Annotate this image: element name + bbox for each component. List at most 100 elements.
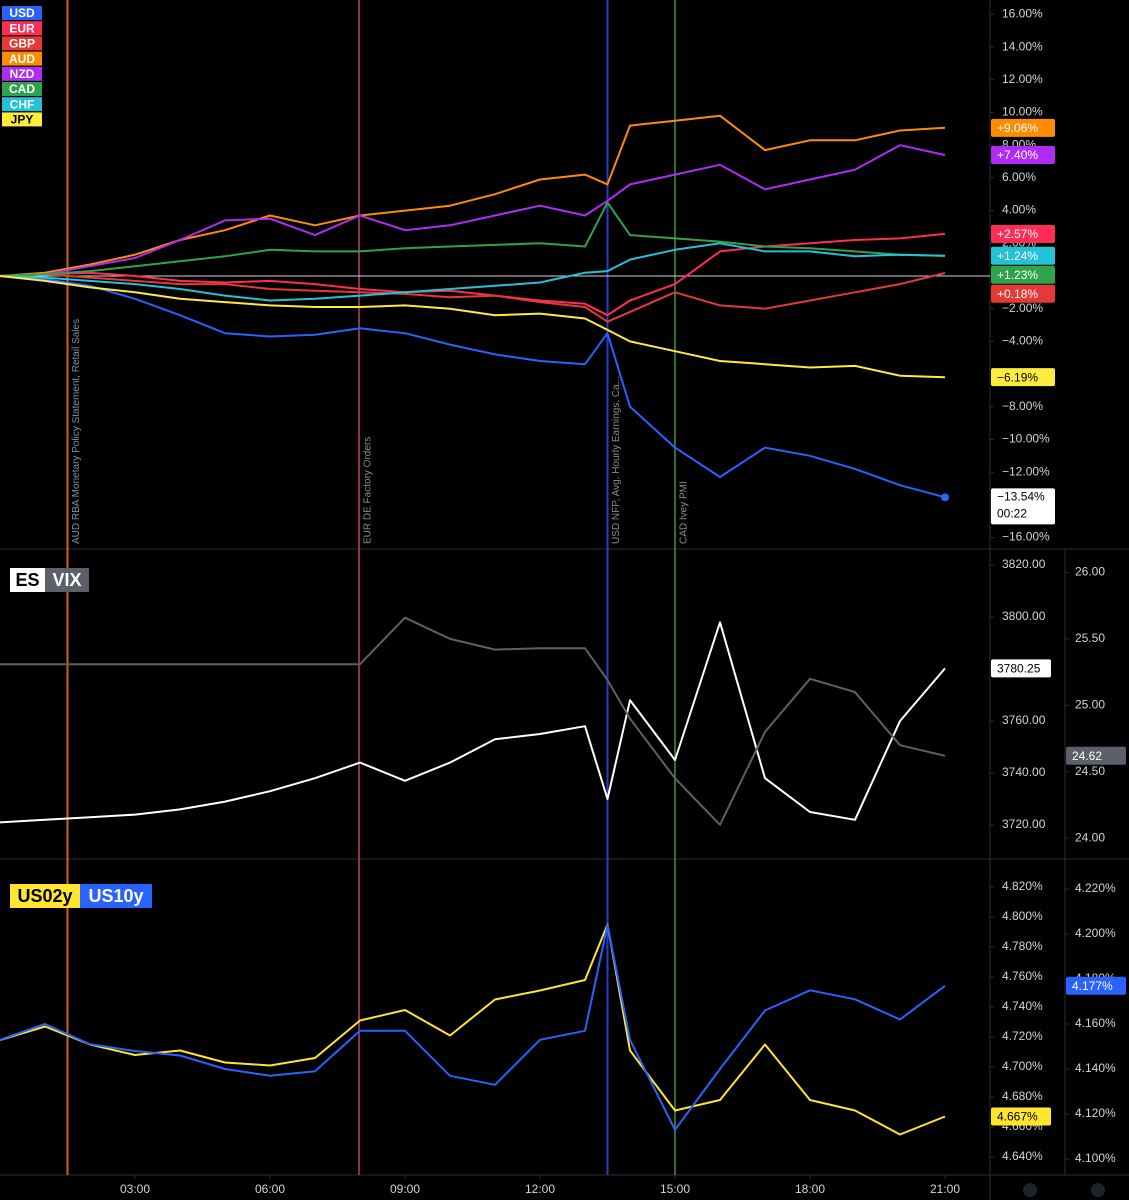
series-line [0, 621, 946, 824]
last-value-box [1066, 746, 1126, 765]
legend-swatch [45, 568, 89, 592]
legend-label: VIX [52, 570, 81, 590]
legend-swatch [2, 51, 42, 66]
legend-swatch [2, 6, 42, 20]
series-line [0, 144, 946, 277]
legend-label: US10y [88, 886, 143, 906]
y-tick-label: 14.00% [1002, 39, 1043, 53]
legend-swatch [2, 97, 42, 112]
series-line [0, 924, 946, 1131]
x-tick-label: 21:00 [930, 1182, 960, 1196]
legend-label: NZD [10, 67, 35, 81]
y-tick-label: −10.00% [1002, 432, 1050, 446]
legend-label: CAD [9, 82, 35, 96]
legend-swatch [2, 112, 42, 127]
series-line [0, 242, 946, 302]
last-value-box [991, 145, 1055, 164]
y-tick-label: 12.00% [1002, 72, 1043, 86]
last-value-label: +9.06% [997, 121, 1038, 135]
legend-swatch [80, 884, 152, 908]
y-tick-label: −12.00% [1002, 464, 1050, 478]
y2-tick-label: 4.200% [1075, 926, 1116, 940]
y2-tick-label: 24.00 [1075, 830, 1105, 844]
y2-tick-label: 24.50 [1075, 764, 1105, 778]
y-tick-label: 4.720% [1002, 1029, 1043, 1043]
legend-label: GBP [9, 37, 35, 51]
y2-tick-label: 25.50 [1075, 631, 1105, 645]
y-tick-label: 4.640% [1002, 1149, 1043, 1163]
legend-label: JPY [11, 113, 34, 127]
event-label: USD NFP, Avg. Hourly Earnings, Ca... [611, 376, 622, 544]
last-value-label: 4.177% [1072, 979, 1113, 993]
y-tick-label: −4.00% [1002, 334, 1043, 348]
x-tick-label: 12:00 [525, 1182, 555, 1196]
last-value-box [991, 488, 1055, 525]
legend-label: USD [9, 6, 35, 20]
legend-swatch [2, 36, 42, 51]
last-value-box [991, 659, 1051, 678]
legend-label: CHF [10, 97, 35, 111]
x-tick-label: 06:00 [255, 1182, 285, 1196]
y-tick-label: 4.00% [1002, 203, 1036, 217]
series-line [0, 114, 946, 277]
event-label: AUD RBA Monetary Policy Statement, Retai… [71, 319, 82, 544]
last-value-box [991, 265, 1055, 284]
last-value-box [991, 284, 1055, 303]
y-tick-label: 3720.00 [1002, 817, 1046, 831]
series-line [0, 923, 946, 1136]
y-tick-label: 3740.00 [1002, 765, 1046, 779]
y-tick-label: 4.740% [1002, 999, 1043, 1013]
icon[interactable] [1023, 1183, 1037, 1197]
y-tick-label: 3800.00 [1002, 609, 1046, 623]
last-value-label: −13.54% [997, 489, 1045, 503]
y-tick-label: 4.800% [1002, 909, 1043, 923]
series-line [0, 616, 946, 826]
legend-swatch [10, 568, 45, 592]
icon[interactable] [1091, 1183, 1105, 1197]
y-tick-label: 4.820% [1002, 879, 1043, 893]
last-value-label: 24.62 [1072, 749, 1102, 763]
last-value-label: +0.18% [997, 287, 1038, 301]
last-value-label: 4.667% [997, 1110, 1038, 1124]
y-tick-label: −2.00% [1002, 301, 1043, 315]
y2-tick-label: 25.00 [1075, 697, 1105, 711]
x-tick-label: 03:00 [120, 1182, 150, 1196]
last-value-box [991, 118, 1055, 137]
last-value-label: +1.23% [997, 268, 1038, 282]
y2-tick-label: 4.100% [1075, 1151, 1116, 1165]
event-label: EUR DE Factory Orders [363, 437, 374, 544]
legend-swatch [2, 82, 42, 96]
y-tick-label: 3760.00 [1002, 713, 1046, 727]
y-tick-label: 16.00% [1002, 7, 1043, 21]
series-line [0, 201, 946, 277]
last-value-box [1066, 976, 1126, 995]
legend-label: US02y [17, 886, 72, 906]
y-tick-label: 4.780% [1002, 939, 1043, 953]
last-value-box [991, 224, 1055, 243]
y-tick-label: −8.00% [1002, 399, 1043, 413]
legend-swatch [10, 884, 80, 908]
last-point [941, 493, 949, 502]
y-tick-label: 4.680% [1002, 1089, 1043, 1103]
legend-label: ES [15, 570, 39, 590]
series-line [0, 272, 946, 323]
legend-swatch [2, 66, 42, 81]
y2-tick-label: 4.160% [1075, 1016, 1116, 1030]
last-value-label: +7.40% [997, 148, 1038, 162]
last-value-box [991, 1107, 1051, 1126]
y2-tick-label: 4.140% [1075, 1061, 1116, 1075]
y-tick-label: 10.00% [1002, 105, 1043, 119]
x-tick-label: 15:00 [660, 1182, 690, 1196]
legend-label: AUD [9, 52, 35, 66]
last-value-label: −6.19% [997, 370, 1038, 384]
y2-tick-label: 26.00 [1075, 565, 1105, 579]
y2-tick-label: 4.220% [1075, 881, 1116, 895]
y2-tick-label: 4.120% [1075, 1106, 1116, 1120]
x-tick-label: 18:00 [795, 1182, 825, 1196]
countdown: 00:22 [997, 506, 1027, 520]
y-tick-label: −16.00% [1002, 530, 1050, 544]
legend-label: EUR [9, 21, 35, 35]
x-tick-label: 09:00 [390, 1182, 420, 1196]
